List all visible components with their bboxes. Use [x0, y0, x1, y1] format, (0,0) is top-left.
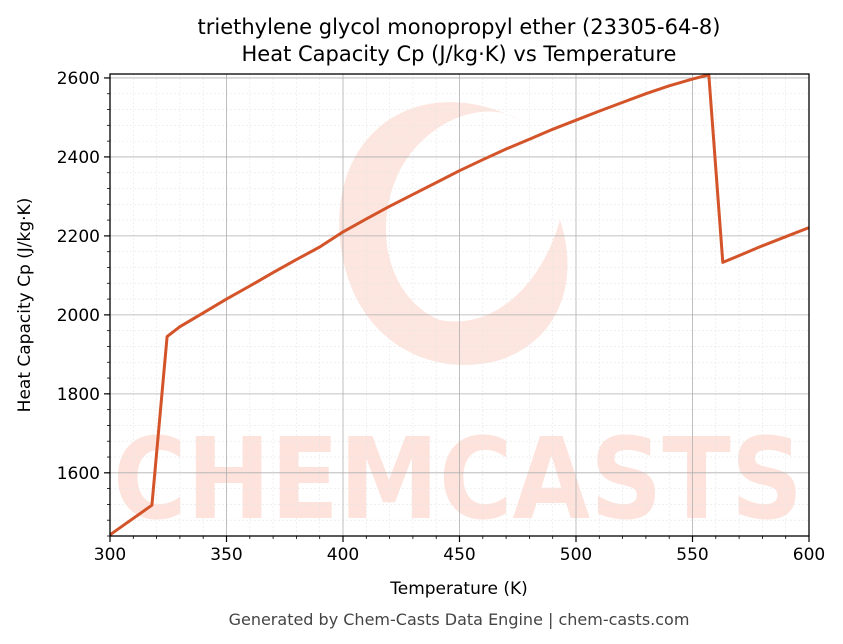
x-tick-label: 500 [560, 545, 592, 565]
y-tick-label: 2200 [57, 227, 100, 247]
x-axis-ticks: 300 350 400 450 500 550 600 [94, 536, 825, 565]
watermark-text: CHEMCASTS [113, 415, 803, 545]
y-axis-ticks: 1600 1800 2000 2200 2400 2600 [57, 69, 110, 537]
chart-title-line2: Heat Capacity Cp (J/kg·K) vs Temperature [242, 42, 677, 66]
watermark: CHEMCASTS [113, 102, 803, 545]
y-tick-label: 1600 [57, 464, 100, 484]
x-tick-label: 350 [210, 545, 242, 565]
x-tick-label: 300 [94, 545, 126, 565]
x-tick-label: 550 [676, 545, 708, 565]
watermark-swirl [339, 102, 568, 366]
y-tick-label: 2000 [57, 306, 100, 326]
series-layer [109, 73, 810, 537]
x-tick-label: 450 [443, 545, 475, 565]
y-tick-label: 1800 [57, 385, 100, 405]
footer-credit: Generated by Chem-Casts Data Engine | ch… [229, 610, 690, 629]
y-tick-label: 2400 [57, 148, 100, 168]
series-line-0 [109, 73, 810, 537]
x-tick-label: 600 [793, 545, 825, 565]
chart-title-line1: triethylene glycol monopropyl ether (233… [198, 15, 721, 39]
x-tick-label: 400 [327, 545, 359, 565]
y-axis-label: Heat Capacity Cp (J/kg·K) [15, 198, 35, 413]
y-tick-label: 2600 [57, 69, 100, 89]
x-axis-label: Temperature (K) [389, 579, 528, 599]
